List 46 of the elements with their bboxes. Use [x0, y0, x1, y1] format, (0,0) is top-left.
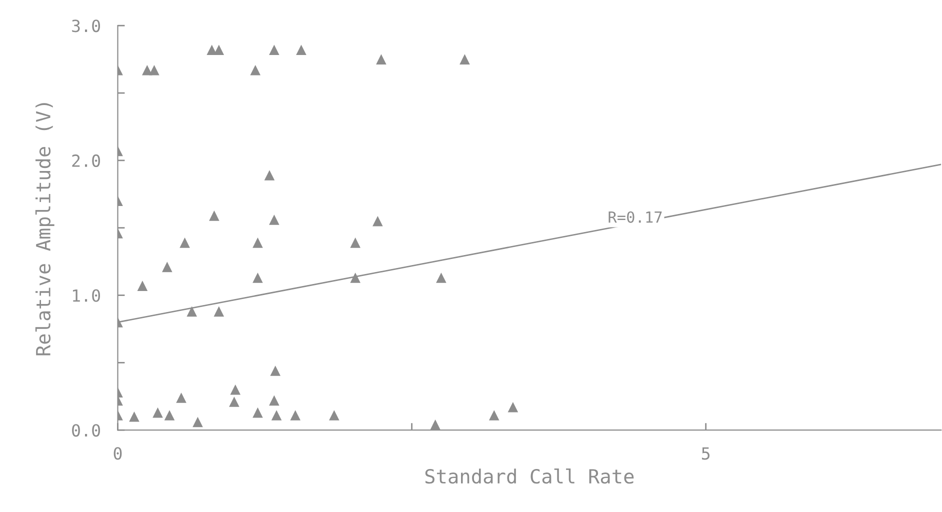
point — [269, 44, 280, 56]
point — [376, 54, 386, 64]
point — [252, 407, 263, 418]
point — [350, 272, 360, 283]
y-axis-title: Relative Amplitude (V) — [35, 103, 54, 356]
point — [214, 44, 224, 56]
point — [252, 238, 263, 248]
point — [192, 416, 203, 428]
point — [152, 407, 163, 418]
point — [230, 384, 241, 395]
point — [329, 410, 340, 420]
point — [350, 238, 360, 248]
y-tick-label: 2.0 — [72, 154, 100, 168]
point — [430, 420, 440, 430]
point — [252, 272, 263, 283]
point — [214, 306, 224, 317]
x-tick-label: 5 — [702, 447, 710, 460]
x-axis-title: Standard Call Rate — [425, 468, 634, 484]
point — [488, 410, 500, 420]
point — [149, 64, 160, 76]
point — [436, 272, 446, 283]
point — [271, 410, 282, 420]
point — [460, 54, 470, 64]
point — [229, 396, 240, 407]
point — [137, 280, 148, 291]
point — [296, 44, 306, 56]
point — [250, 64, 261, 76]
point — [186, 306, 197, 317]
point — [290, 410, 300, 420]
point — [162, 262, 172, 272]
point — [270, 366, 281, 376]
point — [264, 170, 275, 180]
y-tick-label: 0.0 — [72, 424, 100, 437]
point — [129, 411, 140, 422]
point — [209, 210, 220, 221]
point — [176, 392, 186, 403]
point — [180, 238, 190, 248]
y-tick-label: 3.0 — [72, 20, 100, 32]
point — [372, 216, 383, 226]
annotation: R=0.17 — [608, 211, 662, 223]
x-tick-label: 0 — [114, 447, 122, 460]
y-tick-label: 1.0 — [72, 289, 100, 302]
point — [269, 395, 280, 406]
point — [269, 214, 280, 225]
point — [164, 410, 175, 420]
point — [508, 402, 518, 412]
